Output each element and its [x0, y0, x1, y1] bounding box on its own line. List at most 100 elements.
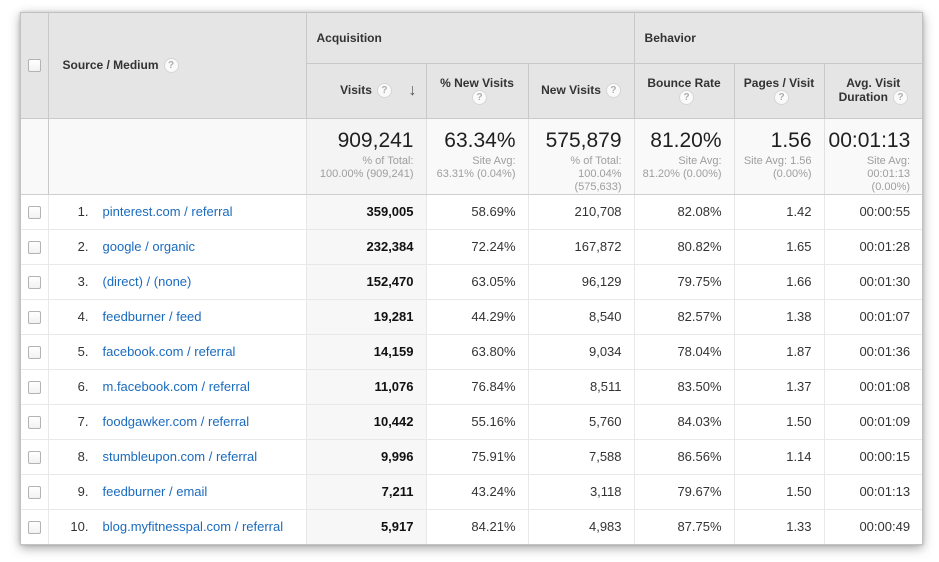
help-icon[interactable]: ? [774, 90, 790, 106]
table-row: 2. google / organic 232,384 72.24% 167,87… [21, 228, 923, 264]
source-link[interactable]: foodgawker.com / referral [102, 414, 250, 429]
row-checkbox[interactable] [27, 381, 41, 395]
row-checkbox[interactable] [27, 486, 41, 500]
source-cell: 2. google / organic [47, 228, 306, 264]
pages-visit-cell: 1.66 [733, 263, 825, 299]
source-cell: 6. m.facebook.com / referral [47, 368, 306, 404]
pages-visit-cell: 1.14 [733, 438, 825, 474]
pct-new-visits-cell: 44.29% [425, 298, 528, 334]
avg-duration-cell: 00:01:07 [823, 298, 923, 334]
pct-new-visits-cell: 76.84% [425, 368, 528, 404]
pages-visit-label: Pages / Visit [743, 75, 815, 90]
row-checkbox[interactable] [27, 241, 41, 255]
help-icon[interactable]: ? [472, 90, 487, 106]
bounce-rate-cell: 83.50% [633, 368, 735, 404]
bounce-rate-cell: 84.03% [633, 403, 735, 439]
new-visits-cell: 5,760 [527, 403, 635, 439]
source-link[interactable]: (direct) / (none) [102, 274, 192, 289]
avg-duration-cell: 00:01:36 [823, 333, 923, 369]
row-checkbox[interactable] [27, 276, 41, 290]
source-link[interactable]: pinterest.com / referral [102, 204, 233, 219]
column-header-new-visits[interactable]: New Visits? [527, 63, 635, 118]
summary-bounce-rate: 81.20% Site Avg: 81.20% (0.00%) [633, 117, 735, 195]
source-link[interactable]: m.facebook.com / referral [102, 379, 250, 394]
source-cell: 7. foodgawker.com / referral [47, 403, 306, 439]
visits-cell: 152,470 [305, 263, 426, 299]
pages-visit-cell: 1.50 [733, 473, 825, 509]
group-header-acquisition: Acquisition [306, 13, 635, 64]
visits-label: Visits [340, 82, 372, 97]
help-icon[interactable]: ? [679, 90, 695, 106]
source-link[interactable]: blog.myfitnesspal.com / referral [102, 519, 284, 535]
bounce-rate-cell: 79.75% [633, 263, 735, 299]
select-all-checkbox[interactable] [27, 59, 41, 73]
column-header-visits[interactable]: Visits? ↓ [305, 63, 426, 118]
row-index: 6. [77, 379, 89, 394]
row-checkbox[interactable] [27, 521, 41, 535]
sort-desc-icon[interactable]: ↓ [408, 81, 417, 99]
visits-cell: 9,996 [305, 438, 426, 474]
pct-new-visits-cell: 75.91% [425, 438, 528, 474]
new-visits-cell: 210,708 [527, 194, 635, 229]
source-link[interactable]: stumbleupon.com / referral [102, 449, 258, 464]
table-row: 7. foodgawker.com / referral 10,442 55.16… [21, 403, 923, 439]
source-link[interactable]: feedburner / email [102, 484, 208, 499]
source-link[interactable]: google / organic [102, 239, 196, 254]
bounce-rate-label: Bounce Rate [647, 75, 721, 90]
summary-pct-new-visits: 63.34% Site Avg: 63.31% (0.04%) [425, 117, 528, 195]
row-checkbox[interactable] [27, 311, 41, 325]
visits-cell: 11,076 [305, 368, 426, 404]
summary-row: 909,241 % of Total: 100.00% (909,241) 63.… [21, 117, 923, 195]
select-all-cell [21, 13, 49, 118]
bounce-rate-cell: 87.75% [633, 508, 735, 544]
help-icon[interactable]: ? [605, 83, 621, 99]
column-header-pages-visit[interactable]: Pages / Visit? [733, 63, 825, 118]
summary-checkbox-cell [21, 117, 48, 195]
new-visits-cell: 96,129 [527, 263, 635, 299]
source-medium-label: Source / Medium [62, 57, 159, 72]
source-cell: 8. stumbleupon.com / referral [47, 438, 306, 474]
pages-visit-cell: 1.38 [733, 298, 825, 334]
bounce-rate-cell: 86.56% [633, 438, 735, 474]
row-checkbox-cell [21, 298, 48, 334]
table-row: 3. (direct) / (none) 152,470 63.05% 96,12… [21, 263, 923, 299]
row-checkbox-cell [21, 438, 48, 474]
source-cell: 1. pinterest.com / referral [47, 194, 306, 229]
bounce-rate-cell: 79.67% [633, 473, 735, 509]
pages-visit-cell: 1.50 [733, 403, 825, 439]
row-index: 5. [77, 344, 89, 359]
source-cell: 3. (direct) / (none) [47, 263, 306, 299]
source-cell: 4. feedburner / feed [47, 298, 306, 334]
pct-new-visits-label: % New Visits [440, 75, 514, 90]
summary-avg-duration: 00:01:13 Site Avg: 00:01:13 (0.00%) [823, 117, 923, 195]
new-visits-cell: 7,588 [527, 438, 635, 474]
row-index: 1. [77, 204, 89, 219]
pct-new-visits-cell: 84.21% [425, 508, 528, 544]
row-checkbox[interactable] [27, 451, 41, 465]
source-cell: 9. feedburner / email [47, 473, 306, 509]
row-checkbox[interactable] [27, 346, 41, 360]
table-body: 1. pinterest.com / referral 359,005 58.69… [21, 194, 923, 544]
column-header-pct-new-visits[interactable]: % New Visits? [425, 63, 528, 118]
help-icon[interactable]: ? [376, 83, 392, 99]
column-header-source-medium[interactable]: Source / Medium? [48, 13, 307, 118]
column-header-bounce-rate[interactable]: Bounce Rate? [633, 63, 735, 118]
help-icon[interactable]: ? [892, 90, 908, 106]
help-icon[interactable]: ? [163, 57, 179, 73]
source-link[interactable]: feedburner / feed [102, 309, 202, 324]
row-index: 8. [77, 449, 89, 464]
column-header-avg-duration[interactable]: Avg. Visit Duration? [823, 63, 923, 118]
new-visits-cell: 4,983 [527, 508, 635, 544]
row-checkbox[interactable] [27, 416, 41, 430]
row-checkbox-cell [21, 263, 48, 299]
row-checkbox-cell [21, 228, 48, 264]
row-checkbox[interactable] [27, 206, 41, 220]
pct-new-visits-cell: 63.80% [425, 333, 528, 369]
pct-new-visits-cell: 58.69% [425, 194, 528, 229]
row-checkbox-cell [21, 194, 48, 229]
avg-duration-cell: 00:00:49 [823, 508, 923, 544]
bounce-rate-cell: 80.82% [633, 228, 735, 264]
source-link[interactable]: facebook.com / referral [102, 344, 236, 359]
visits-cell: 14,159 [305, 333, 426, 369]
table-row: 10. blog.myfitnesspal.com / referral 5,91… [21, 508, 923, 544]
